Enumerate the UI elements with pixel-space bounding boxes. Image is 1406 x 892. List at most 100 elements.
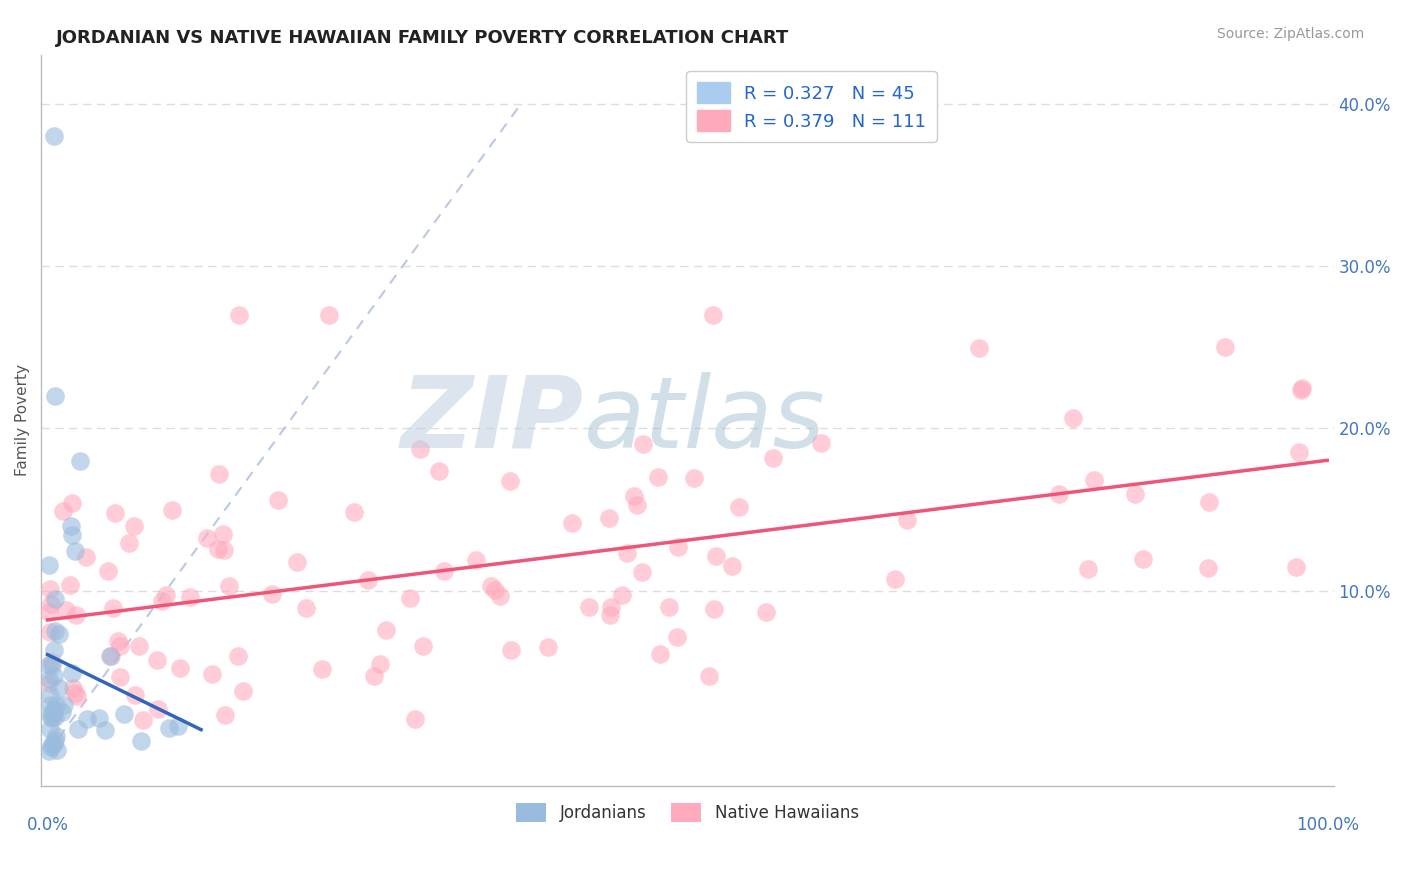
Point [648,647,671,661]
Point [63,544,86,558]
Point [38,744,60,758]
Point [658,599,681,614]
Point [45,742,67,756]
Point [38,582,60,596]
Point [59,519,82,533]
Point [48,626,70,640]
Point [561,516,583,530]
Point [727,500,749,515]
Point [683,471,706,485]
Point [38,675,60,690]
Point [169,661,191,675]
Point [218,579,240,593]
Point [150,594,173,608]
Point [896,513,918,527]
Point [612,588,634,602]
Point [39,688,62,702]
Point [1062,411,1084,425]
Point [41,655,63,669]
Text: ZIP: ZIP [401,372,583,469]
Point [399,591,422,606]
Point [1123,487,1146,501]
Point [41,711,63,725]
Point [44,703,66,717]
Point [703,602,725,616]
Point [214,708,236,723]
Point [207,542,229,557]
Point [65,607,87,622]
Point [118,536,141,550]
Point [38,658,60,673]
Point [132,713,155,727]
Point [311,662,333,676]
Point [623,489,645,503]
Point [38,558,60,572]
Point [60,495,83,509]
Point [108,670,131,684]
Point [42,129,65,144]
Point [201,666,224,681]
Point [39,739,62,754]
Point [42,669,65,683]
Point [357,574,380,588]
Point [112,707,135,722]
Point [98,649,121,664]
Point [755,605,778,619]
Point [52,504,75,518]
Point [1132,551,1154,566]
Point [1285,560,1308,574]
Point [48,681,70,695]
Point [262,587,284,601]
Point [38,624,60,639]
Point [100,648,122,663]
Point [42,737,65,751]
Point [465,553,488,567]
Point [38,606,60,620]
Point [167,719,190,733]
Point [762,451,785,466]
Point [599,608,621,623]
Point [146,653,169,667]
Point [45,729,67,743]
Point [41,706,63,720]
Point [67,722,90,736]
Text: Source: ZipAtlas.com: Source: ZipAtlas.com [1216,27,1364,41]
Point [41,737,63,751]
Point [374,623,396,637]
Point [412,640,434,654]
Point [1213,340,1236,354]
Point [59,578,82,592]
Point [295,600,318,615]
Point [1083,473,1105,487]
Text: JORDANIAN VS NATIVE HAWAIIAN FAMILY POVERTY CORRELATION CHART: JORDANIAN VS NATIVE HAWAIIAN FAMILY POVE… [56,29,790,47]
Point [122,519,145,533]
Point [1077,562,1099,576]
Point [1197,561,1219,575]
Point [97,564,120,578]
Point [195,531,218,545]
Point [39,698,62,712]
Text: 100.0%: 100.0% [1296,816,1358,834]
Point [484,583,506,598]
Point [647,469,669,483]
Y-axis label: Family Poverty: Family Poverty [15,364,30,476]
Point [1047,487,1070,501]
Point [967,341,990,355]
Text: 0.0%: 0.0% [27,816,69,834]
Point [433,564,456,578]
Point [810,436,832,450]
Point [39,710,62,724]
Point [232,684,254,698]
Point [45,698,67,712]
Point [129,734,152,748]
Point [179,590,201,604]
Point [1288,445,1310,459]
Point [146,702,169,716]
Point [616,546,638,560]
Point [93,723,115,737]
Point [55,603,77,617]
Point [404,712,426,726]
Point [66,689,89,703]
Point [1291,381,1313,395]
Point [318,308,340,322]
